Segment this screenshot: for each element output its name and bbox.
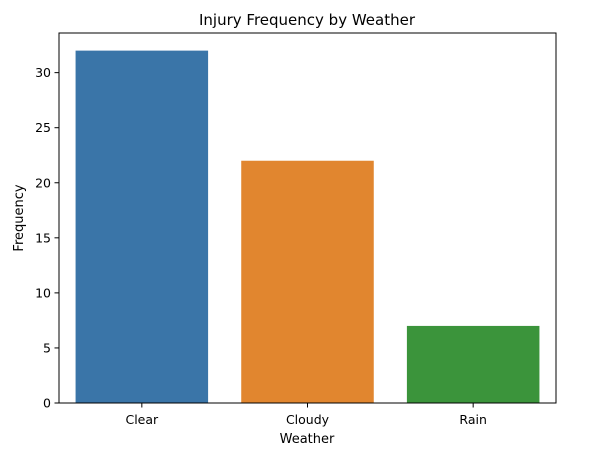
plot-area: Clear Cloudy Rain 0 5 10 15 20 25 30 — [35, 32, 557, 427]
x-axis-label: Weather — [280, 432, 335, 447]
y-tick-label: 25 — [35, 120, 51, 135]
plot-frame — [58, 32, 557, 404]
y-tick-label: 30 — [35, 65, 51, 80]
bar-rain — [406, 325, 540, 403]
y-tick-label: 15 — [35, 230, 51, 245]
bar-clear — [75, 50, 209, 404]
y-axis-label: Frequency — [12, 184, 27, 251]
y-tick-label: 0 — [43, 396, 51, 411]
y-tick-label: 10 — [35, 285, 51, 300]
y-tick-label: 20 — [35, 175, 51, 190]
x-tick-label: Rain — [459, 412, 486, 427]
chart-title: Injury Frequency by Weather — [199, 11, 416, 29]
x-tick-label: Cloudy — [286, 412, 330, 427]
y-tick-label: 5 — [43, 340, 51, 355]
x-tick-label: Clear — [125, 412, 159, 427]
bar-cloudy — [241, 160, 374, 403]
